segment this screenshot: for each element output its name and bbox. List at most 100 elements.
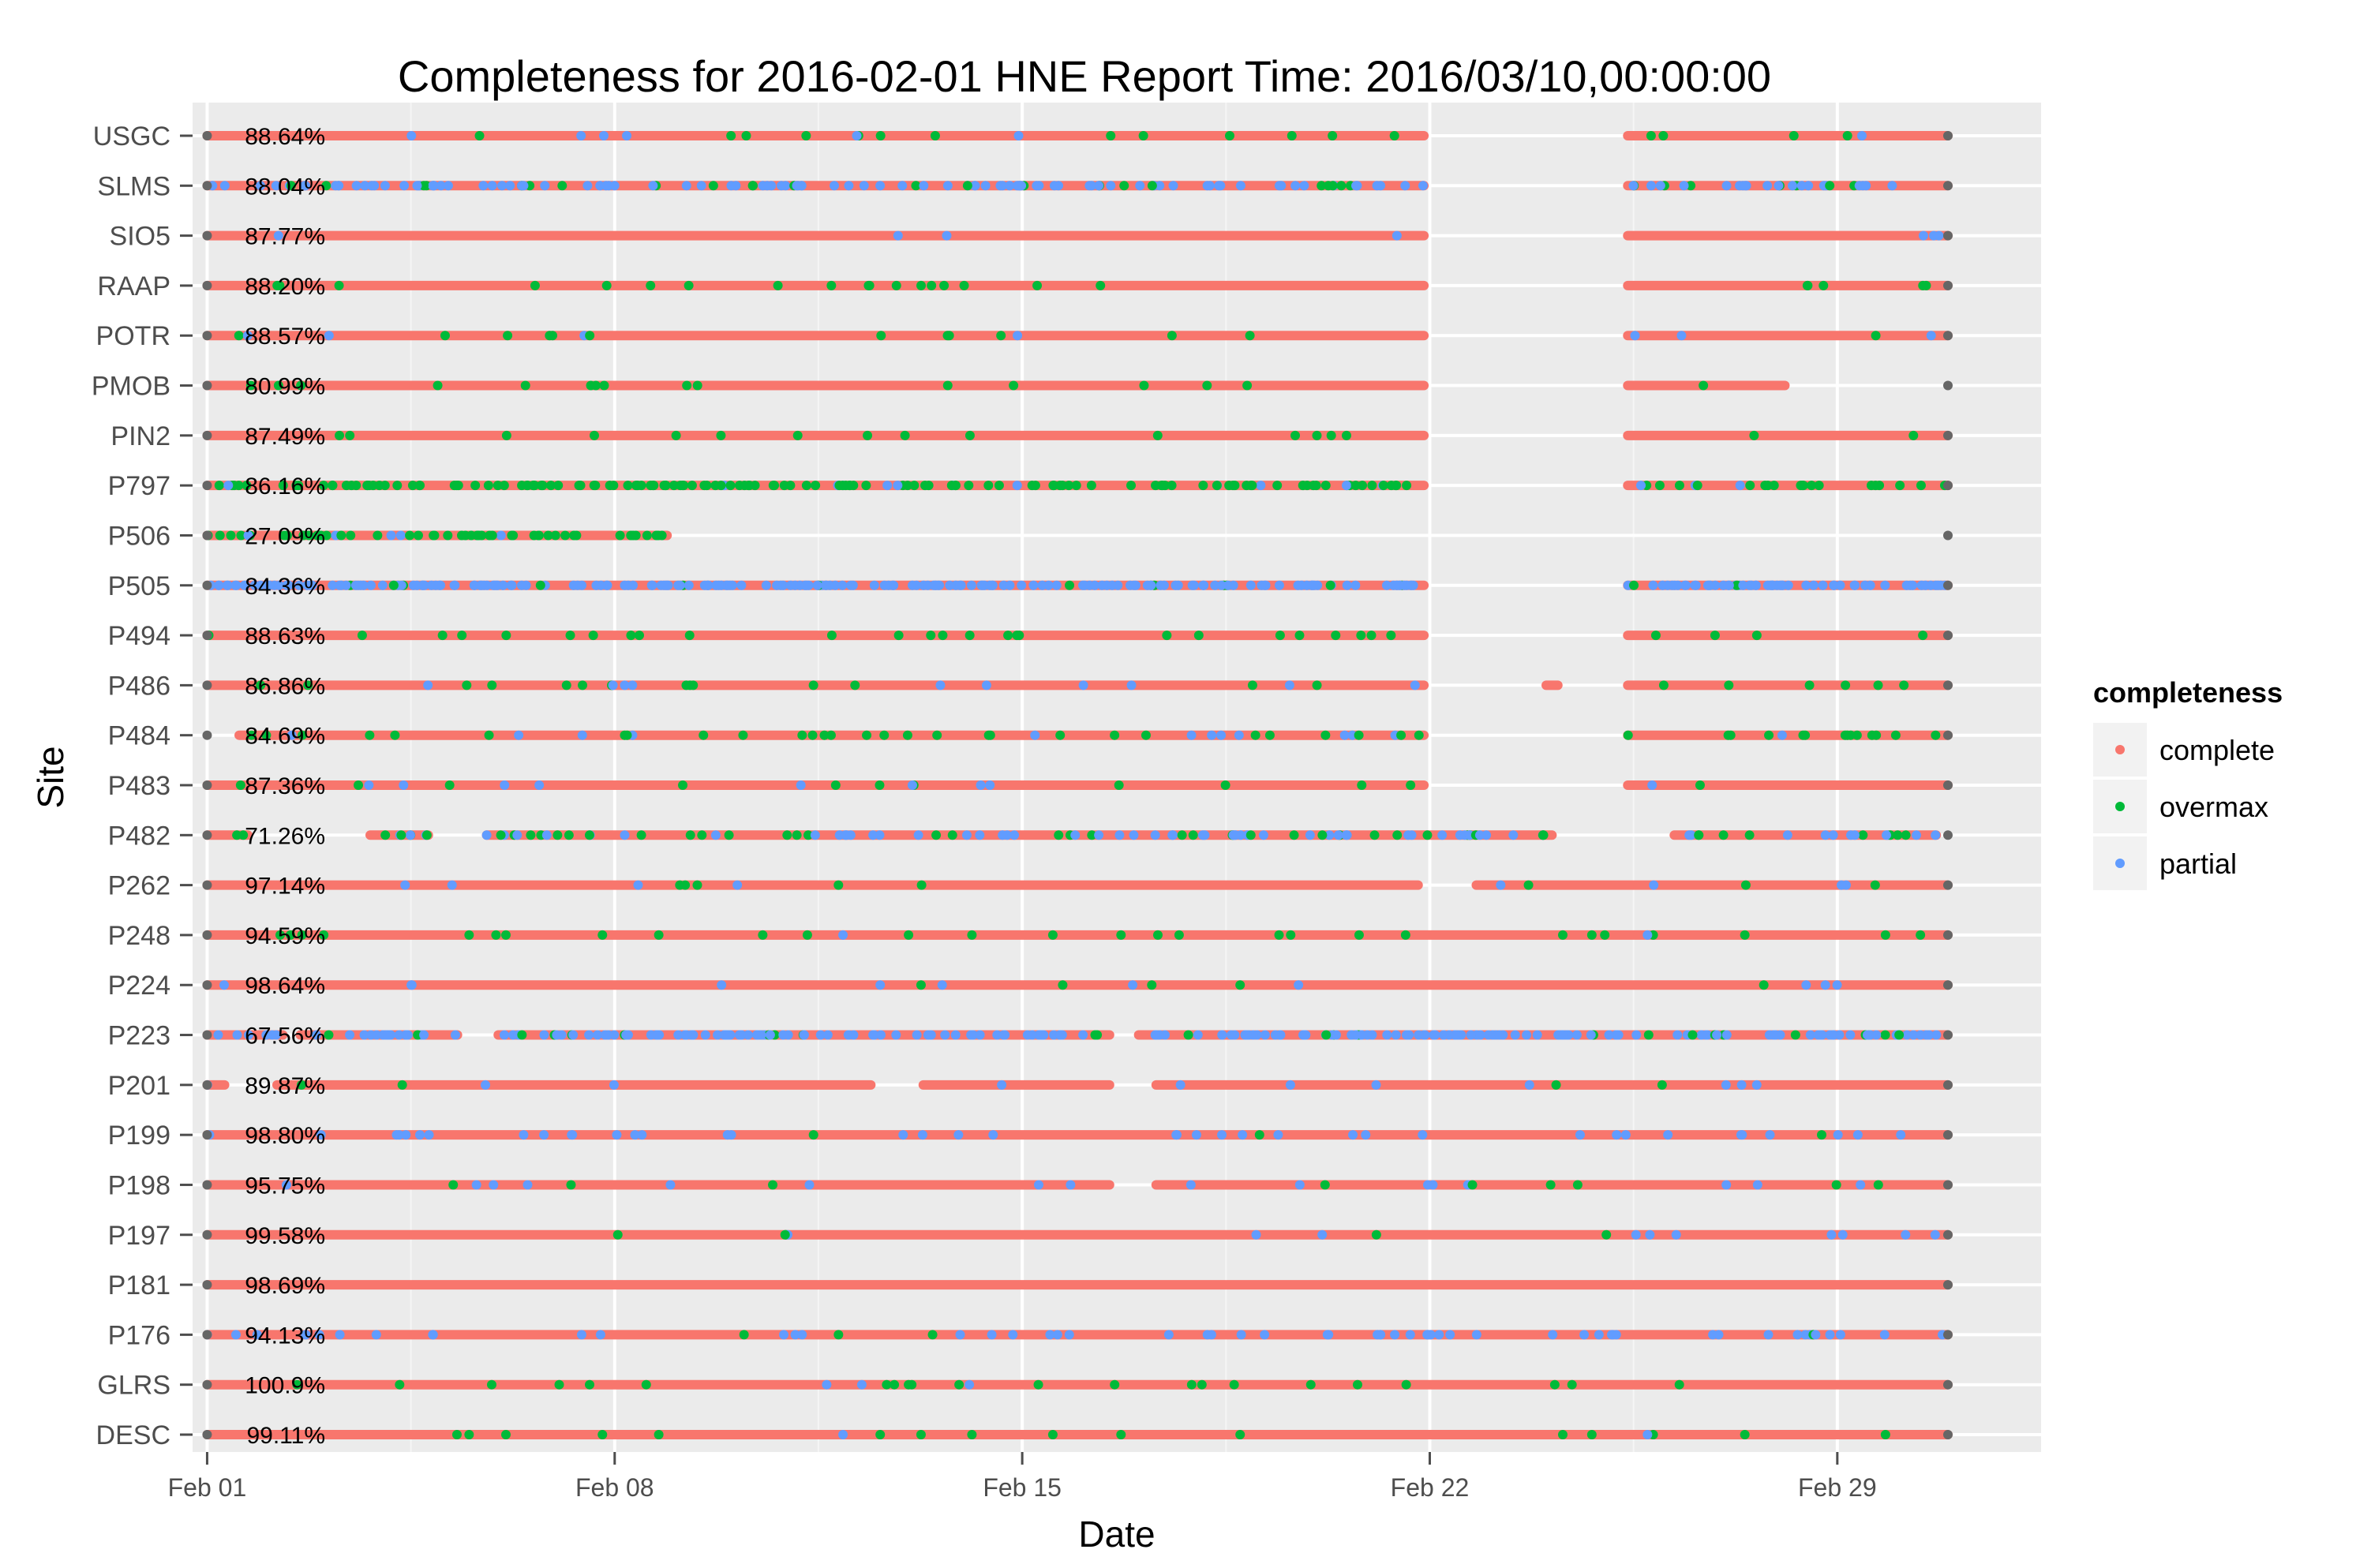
partial-point [331, 181, 341, 191]
overmax-point [741, 131, 751, 140]
overmax-point [734, 481, 744, 491]
partial-point [1902, 1030, 1912, 1040]
overmax-point [1326, 430, 1336, 440]
partial-point [1418, 1130, 1428, 1140]
partial-point [799, 1030, 809, 1040]
partial-point [1816, 1030, 1826, 1040]
partial-point [1126, 680, 1137, 690]
partial-point [1738, 580, 1748, 590]
partial-point [1392, 580, 1402, 590]
overmax-point [911, 181, 921, 191]
overmax-point [932, 730, 942, 740]
overmax-point [1228, 481, 1238, 491]
partial-point [887, 580, 897, 590]
overmax-point [1740, 930, 1750, 940]
partial-point [955, 580, 965, 590]
partial-point [418, 580, 428, 590]
overmax-point [1643, 1030, 1654, 1040]
partial-point [1375, 1330, 1385, 1340]
overmax-point [1090, 1030, 1100, 1040]
overmax-point [548, 331, 558, 341]
partial-point [893, 481, 903, 491]
overmax-point [792, 830, 802, 840]
partial-point [688, 1030, 699, 1040]
endpoint-point [1942, 380, 1953, 391]
overmax-point [557, 181, 567, 191]
overmax-point [1467, 1180, 1478, 1190]
partial-point [777, 181, 787, 191]
partial-point [1494, 1030, 1504, 1040]
overmax-point [414, 481, 425, 491]
overmax-point [1235, 1430, 1245, 1439]
endpoint-point [1942, 230, 1953, 241]
overmax-point [357, 631, 367, 641]
overmax-point [612, 1229, 623, 1240]
y-tick-label: P483 [108, 771, 170, 801]
overmax-point [397, 1080, 407, 1090]
overmax-point [1275, 631, 1285, 641]
partial-point [242, 331, 253, 341]
overmax-point [474, 131, 485, 140]
y-tick-label: GLRS [97, 1371, 170, 1401]
overmax-point [1867, 730, 1877, 740]
overmax-point [526, 830, 536, 840]
overmax-point [1759, 980, 1769, 990]
partial-point [1217, 1030, 1227, 1040]
overmax-point [1264, 730, 1275, 740]
partial-point [1631, 1229, 1641, 1240]
partial-point [426, 580, 436, 590]
partial-point [491, 580, 501, 590]
partial-point [449, 580, 459, 590]
partial-point [596, 580, 606, 590]
percent-label: 86.86% [245, 673, 325, 699]
overmax-point [374, 481, 384, 491]
y-axis: USGC SLMS SIO5 RAAP POTR PMOB PIN2 P797 P506 P505… [92, 122, 193, 1450]
partial-point [1361, 1130, 1371, 1140]
partial-point [1762, 181, 1773, 191]
y-tick-label: POTR [96, 321, 170, 351]
overmax-point [916, 1430, 926, 1439]
partial-point [1856, 1180, 1866, 1190]
partial-point [810, 830, 820, 840]
partial-point [965, 1379, 975, 1390]
partial-point [1475, 1030, 1485, 1040]
overmax-point [1320, 481, 1331, 491]
endpoint-point [1942, 481, 1953, 491]
partial-point [1049, 181, 1059, 191]
partial-point [519, 1130, 529, 1140]
partial-point [846, 580, 856, 590]
endpoint-point [1942, 1379, 1953, 1390]
partial-point [1879, 1330, 1890, 1340]
partial-point [829, 181, 839, 191]
overmax-point [803, 830, 813, 840]
endpoint-point [1942, 280, 1953, 290]
partial-point [1106, 181, 1116, 191]
overmax-point [716, 430, 726, 440]
y-axis-title: Site [30, 746, 71, 808]
overmax-point [1317, 181, 1327, 191]
overmax-point [939, 280, 950, 290]
endpoint-point [202, 331, 212, 341]
overmax-point [535, 580, 545, 590]
x-axis-title: Date [1078, 1514, 1155, 1555]
partial-point [1714, 1330, 1724, 1340]
partial-point [1690, 580, 1700, 590]
partial-point [1679, 181, 1689, 191]
overmax-point [1245, 830, 1256, 840]
partial-point [1912, 830, 1922, 840]
overmax-point [1918, 631, 1928, 641]
partial-point [1721, 1180, 1732, 1190]
overmax-point [470, 481, 481, 491]
partial-point [1662, 580, 1672, 590]
partial-point [1686, 830, 1696, 840]
partial-point [1013, 131, 1024, 140]
overmax-point [725, 481, 736, 491]
y-tick-label: P197 [108, 1221, 170, 1251]
overmax-point [916, 980, 926, 990]
overmax-point [1014, 631, 1024, 641]
overmax-point [773, 280, 783, 290]
overmax-point [930, 131, 940, 140]
partial-point [1248, 1030, 1258, 1040]
partial-point [1172, 1130, 1182, 1140]
partial-point [1628, 181, 1639, 191]
